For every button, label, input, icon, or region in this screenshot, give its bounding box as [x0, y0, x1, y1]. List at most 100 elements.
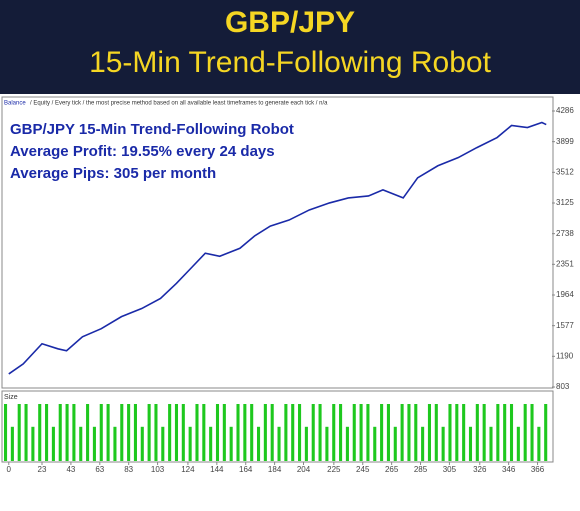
x-tick-label: 124	[181, 465, 195, 474]
size-bar	[31, 426, 35, 461]
size-bar	[496, 404, 500, 461]
size-bar	[291, 404, 295, 461]
main-frame	[1, 96, 554, 389]
annotation: GBP/JPY 15-Min Trend-Following Robot	[10, 121, 294, 138]
size-bar	[537, 426, 541, 461]
size-bar	[45, 404, 49, 461]
x-tick-label: 265	[385, 465, 399, 474]
size-bar	[325, 426, 329, 461]
size-bar	[434, 404, 438, 461]
size-bar	[393, 426, 397, 461]
size-bar	[106, 404, 110, 461]
size-bar	[236, 404, 240, 461]
size-bar	[86, 404, 90, 461]
size-bar	[318, 404, 322, 461]
x-tick-label: 0	[7, 465, 12, 474]
x-tick-label: 23	[38, 465, 47, 474]
size-bar	[475, 404, 479, 461]
x-tick-label: 43	[66, 465, 75, 474]
size-bar	[120, 404, 124, 461]
size-label: Size	[4, 394, 18, 401]
size-bar	[400, 404, 404, 461]
size-bar	[113, 426, 117, 461]
y-tick-label: 2738	[556, 229, 574, 238]
size-bar	[209, 426, 213, 461]
size-bar	[79, 426, 83, 461]
size-bar	[65, 404, 69, 461]
size-bar	[407, 404, 411, 461]
banner: GBP/JPY 15-Min Trend-Following Robot	[0, 0, 580, 94]
size-bar	[339, 404, 343, 461]
balance-line	[8, 121, 547, 375]
banner-title: GBP/JPY	[224, 6, 356, 39]
size-bar	[99, 404, 103, 461]
size-bar	[10, 426, 14, 461]
size-bar	[161, 426, 165, 461]
y-tick-label: 803	[556, 382, 570, 391]
size-bar	[448, 404, 452, 461]
size-bar	[462, 404, 466, 461]
size-bar	[373, 426, 377, 461]
y-tick-label: 1577	[556, 321, 574, 330]
x-tick-label: 305	[443, 465, 457, 474]
size-bar	[277, 426, 281, 461]
size-bar	[154, 404, 158, 461]
y-tick-label: 3125	[556, 198, 574, 207]
size-bar	[243, 404, 247, 461]
test-info: / Equity / Every tick / the most precise…	[30, 101, 328, 107]
y-tick-label: 3512	[556, 167, 574, 176]
x-tick-label: 245	[356, 465, 370, 474]
size-bar	[523, 404, 527, 461]
size-bar	[72, 404, 76, 461]
annotation: Average Profit: 19.55% every 24 days	[10, 143, 275, 160]
y-tick-label: 4286	[556, 106, 574, 115]
size-bar	[455, 404, 459, 461]
size-bar	[168, 404, 172, 461]
size-bar	[133, 404, 137, 461]
size-bar	[421, 426, 425, 461]
annotation: Average Pips: 305 per month	[10, 165, 216, 182]
size-bar	[380, 404, 384, 461]
size-bar	[503, 404, 507, 461]
x-tick-label: 346	[502, 465, 516, 474]
size-bar	[468, 426, 473, 461]
x-tick-label: 366	[531, 465, 545, 474]
size-bar	[51, 426, 55, 461]
size-bar	[38, 404, 42, 461]
size-bar	[215, 404, 220, 461]
x-tick-label: 204	[297, 465, 311, 474]
x-tick-label: 225	[327, 465, 341, 474]
x-tick-label: 285	[414, 465, 428, 474]
x-tick-label: 83	[124, 465, 133, 474]
size-bar	[332, 404, 336, 461]
y-tick-label: 2351	[556, 259, 574, 268]
size-bar	[530, 404, 534, 461]
size-bar	[482, 404, 486, 461]
size-bar	[188, 426, 192, 461]
banner-subtitle: 15-Min Trend-Following Robot	[89, 46, 491, 79]
legend-balance: Balance	[4, 101, 26, 107]
size-bar	[311, 404, 315, 461]
x-tick-label: 164	[239, 465, 253, 474]
x-tick-label: 63	[95, 465, 104, 474]
size-bar	[250, 404, 254, 461]
size-bar	[147, 404, 151, 461]
size-bar	[24, 404, 28, 461]
size-bar	[441, 426, 445, 461]
size-bar	[263, 404, 267, 461]
size-bar	[181, 404, 185, 461]
size-bar	[229, 426, 233, 461]
size-bar	[256, 426, 261, 461]
size-bar	[366, 404, 370, 461]
size-bar	[489, 426, 493, 461]
y-tick-label: 3899	[556, 137, 574, 146]
x-tick-label: 144	[210, 465, 224, 474]
x-tick-label: 326	[473, 465, 487, 474]
size-bar	[17, 404, 21, 461]
size-bar	[386, 404, 390, 461]
size-bar	[509, 404, 514, 461]
size-bar	[345, 426, 349, 461]
y-tick-label: 1964	[556, 290, 574, 299]
chart: Balance / Equity / Every tick / the most…	[1, 96, 574, 474]
